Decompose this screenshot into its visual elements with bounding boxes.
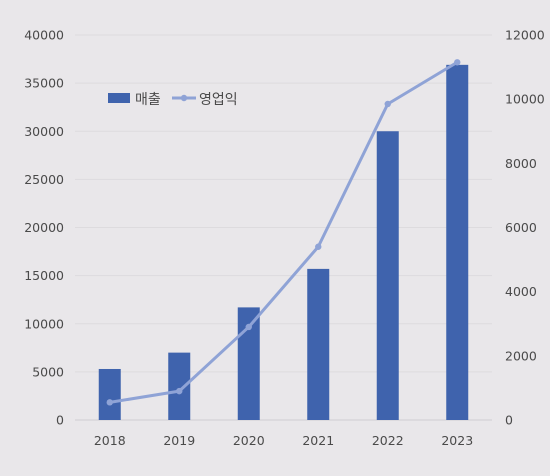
left-y-tick-label: 5000	[32, 364, 64, 379]
right-y-tick-label: 6000	[505, 220, 537, 235]
right-y-tick-label: 12000	[505, 28, 545, 43]
left-y-axis: 0 5000 10000 15000 20000 25000 30000 35000 40000	[24, 28, 64, 428]
right-y-tick-label: 2000	[505, 348, 537, 363]
right-y-tick-label: 10000	[505, 92, 545, 107]
legend-label-revenue: 매출	[135, 92, 161, 108]
operating-profit-point	[176, 387, 183, 395]
operating-profit-point	[245, 323, 252, 331]
left-y-tick-label: 15000	[24, 268, 64, 283]
left-y-tick-label: 40000	[24, 28, 64, 43]
right-y-axis: 0 2000 4000 6000 8000 10000 12000	[505, 28, 545, 428]
operating-profit-point	[454, 59, 461, 66]
revenue-bar	[446, 64, 469, 421]
legend: 매출 영업익	[108, 92, 238, 108]
gridlines	[75, 34, 492, 421]
revenue-bar	[168, 352, 191, 420]
revenue-bar	[376, 131, 399, 420]
right-y-tick-label: 0	[505, 413, 513, 428]
operating-profit-point	[384, 100, 391, 108]
operating-profit-point	[106, 399, 113, 406]
legend-swatch-revenue	[108, 93, 130, 103]
revenue-bar	[98, 368, 121, 420]
left-y-tick-label: 35000	[24, 76, 64, 91]
x-tick-label: 2022	[372, 433, 404, 448]
left-y-tick-label: 25000	[24, 172, 64, 187]
x-tick-label: 2018	[94, 433, 126, 448]
revenue-bars	[98, 64, 469, 421]
legend-swatch-profit-marker	[180, 94, 188, 102]
left-y-tick-label: 0	[56, 413, 64, 428]
x-tick-label: 2019	[163, 433, 195, 448]
left-y-tick-label: 10000	[24, 316, 64, 331]
operating-profit-point	[315, 243, 322, 250]
revenue-bar	[237, 307, 260, 420]
revenue-bar	[307, 268, 330, 420]
x-tick-label: 2023	[441, 433, 473, 448]
operating-profit-polyline	[109, 60, 459, 404]
x-tick-label: 2021	[302, 433, 334, 448]
right-y-tick-label: 4000	[505, 284, 537, 299]
operating-profit-line	[106, 59, 461, 406]
x-axis: 2018 2019 2020 2021 2022 2023	[94, 433, 473, 448]
left-y-tick-label: 30000	[24, 124, 64, 139]
x-tick-label: 2020	[233, 433, 265, 448]
right-y-tick-label: 8000	[505, 156, 537, 171]
legend-label-profit: 영업익	[199, 92, 238, 108]
left-y-tick-label: 20000	[24, 220, 64, 235]
